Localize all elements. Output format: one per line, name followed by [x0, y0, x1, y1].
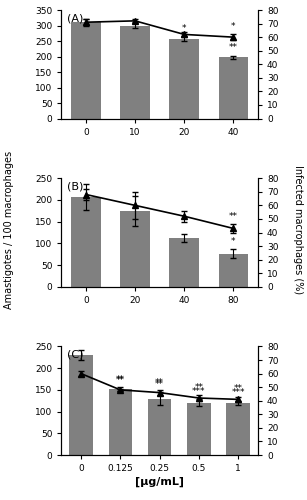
Bar: [227, 403, 250, 455]
Text: **: **: [116, 376, 125, 386]
Text: (C): (C): [67, 350, 84, 360]
X-axis label: [μg/mL]: [μg/mL]: [135, 477, 184, 488]
Bar: [219, 57, 248, 118]
Text: **: **: [155, 380, 164, 389]
Text: **: **: [234, 384, 243, 394]
Bar: [187, 403, 211, 455]
Text: Infected macrophages (%): Infected macrophages (%): [293, 166, 303, 294]
Bar: [109, 389, 132, 455]
Text: **: **: [155, 378, 164, 386]
Bar: [219, 254, 248, 287]
Bar: [69, 355, 93, 455]
Bar: [169, 238, 199, 287]
Text: ***: ***: [192, 387, 206, 396]
Bar: [169, 38, 199, 118]
Text: **: **: [229, 44, 238, 52]
Text: *: *: [231, 22, 235, 31]
Text: (B): (B): [67, 182, 84, 192]
Bar: [120, 211, 150, 287]
Bar: [71, 197, 101, 287]
Bar: [148, 398, 171, 455]
Text: ***: ***: [231, 388, 245, 398]
Text: **: **: [116, 374, 125, 384]
Bar: [71, 22, 101, 118]
Text: **: **: [229, 212, 238, 221]
Text: (A): (A): [67, 14, 84, 24]
Text: *: *: [182, 24, 186, 33]
Text: Amastigotes / 100 macrophages: Amastigotes / 100 macrophages: [4, 151, 14, 309]
Bar: [120, 26, 150, 118]
Text: *: *: [231, 237, 235, 246]
Text: **: **: [194, 383, 204, 392]
